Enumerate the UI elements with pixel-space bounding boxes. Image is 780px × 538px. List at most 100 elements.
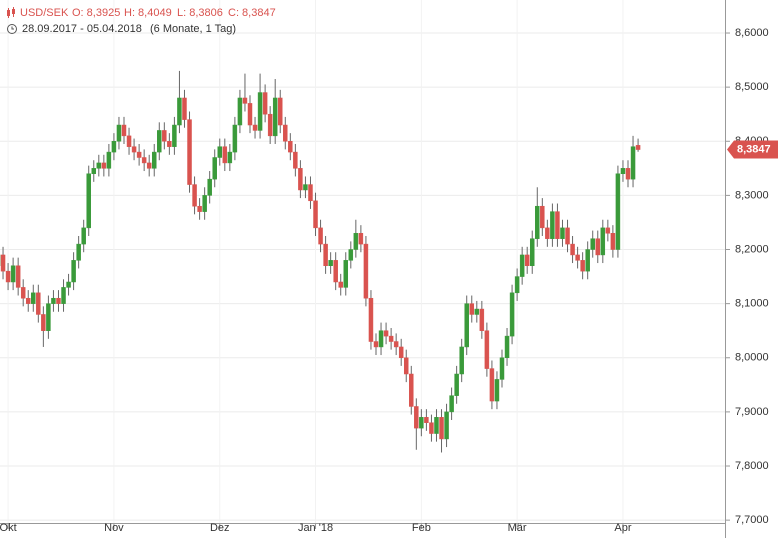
candle-body: [10, 265, 16, 283]
x-tick-label: Okt: [0, 522, 17, 534]
candle-body: [409, 373, 414, 407]
candle-body: [419, 417, 424, 429]
candle-body: [504, 335, 510, 359]
candle-body: [222, 146, 228, 164]
candle-body: [61, 287, 66, 304]
candle-body: [172, 124, 177, 147]
candle-body: [570, 243, 575, 256]
candle-body: [212, 157, 217, 180]
candle-body: [333, 260, 338, 283]
x-tick-label: Nov: [104, 522, 124, 534]
candle-body: [474, 308, 480, 315]
candle-body: [136, 151, 142, 158]
x-tick-label: Feb: [412, 522, 431, 534]
candle-body: [615, 173, 621, 250]
axis-labels: 7,7000 7,8000 7,9000 8,0000 8,1000 8,2000 8,30…: [0, 27, 778, 534]
candle-body: [373, 341, 379, 348]
grid-layer: [0, 0, 725, 523]
candle-body: [509, 292, 515, 337]
candle-body: [555, 211, 560, 239]
candle-body: [182, 97, 187, 120]
candle-body: [363, 243, 369, 299]
candle-body: [338, 281, 343, 288]
candle-body: [540, 205, 545, 229]
candle-body: [620, 168, 626, 174]
candle-body: [25, 297, 31, 304]
candle-body: [15, 265, 21, 288]
date-range: 28.09.2017 - 05.04.2018: [22, 23, 142, 35]
candle-body: [31, 292, 36, 304]
candle-body: [298, 168, 303, 191]
candle-body: [383, 330, 389, 337]
candle-body: [267, 113, 273, 137]
candle-body: [217, 146, 223, 158]
candle-body: [323, 243, 328, 267]
candle-body: [414, 406, 419, 429]
candle-body: [111, 141, 117, 153]
candle-body: [141, 157, 147, 164]
candle-body: [192, 184, 197, 207]
period: (6 Monate, 1 Tag): [150, 23, 236, 35]
candle-body: [444, 411, 449, 440]
candle-body: [550, 211, 555, 239]
candle-body: [167, 141, 172, 147]
candle-body: [318, 227, 323, 245]
candle-body: [489, 368, 495, 402]
candle-body: [151, 151, 157, 169]
candle-body: [262, 92, 268, 115]
candle-body: [197, 205, 202, 212]
candle-body: [378, 330, 384, 348]
candle-body: [580, 260, 585, 272]
y-tick-label: 8,3000: [735, 189, 769, 201]
candle-body: [358, 233, 364, 245]
candle-body: [595, 238, 601, 256]
candle-body: [237, 97, 243, 126]
candle-body: [81, 227, 86, 245]
candle-body: [91, 168, 97, 174]
header-open: O: 8,3925: [72, 7, 120, 19]
candle-body: [242, 97, 248, 104]
candle-body: [86, 173, 91, 229]
candle-body: [514, 276, 520, 294]
candle-body: [590, 238, 595, 250]
candle-body: [293, 151, 298, 169]
candle-body: [630, 146, 636, 180]
candle-body: [353, 233, 359, 250]
candle-body: [101, 162, 107, 169]
candle-body: [41, 314, 46, 331]
candle-body: [20, 287, 26, 299]
x-tick-label: Jan '18: [298, 522, 333, 534]
candle-body: [600, 227, 606, 256]
candle-body: [313, 200, 318, 229]
y-tick-label: 8,5000: [735, 81, 769, 93]
candle-body: [5, 270, 11, 283]
candle-body: [459, 346, 464, 375]
candle-body: [585, 249, 590, 272]
candle-body: [484, 330, 490, 369]
candle-body: [605, 227, 611, 234]
candle-body: [439, 417, 444, 440]
header-close: C: 8,3847: [228, 7, 276, 19]
candle-body: [106, 151, 112, 169]
candle-body: [348, 249, 354, 261]
candle-body: [560, 227, 565, 239]
x-tick-label: Dez: [210, 522, 230, 534]
candle-body: [257, 92, 263, 131]
candle-body: [575, 254, 580, 261]
candle-body: [96, 162, 102, 169]
last-price-tag: [727, 140, 778, 159]
candle-body: [146, 162, 152, 169]
candle-body: [429, 422, 434, 434]
candle-body: [202, 195, 207, 212]
x-tick-label: Mär: [508, 522, 527, 534]
candle-body: [499, 357, 505, 380]
y-tick-label: 7,7000: [735, 514, 769, 526]
y-tick-label: 7,9000: [735, 406, 769, 418]
y-tick-label: 8,2000: [735, 243, 769, 255]
candle-body: [71, 260, 76, 283]
candle-body: [545, 227, 550, 239]
candle-body: [524, 254, 530, 267]
candle-body: [66, 281, 71, 288]
candle-body: [308, 184, 313, 202]
